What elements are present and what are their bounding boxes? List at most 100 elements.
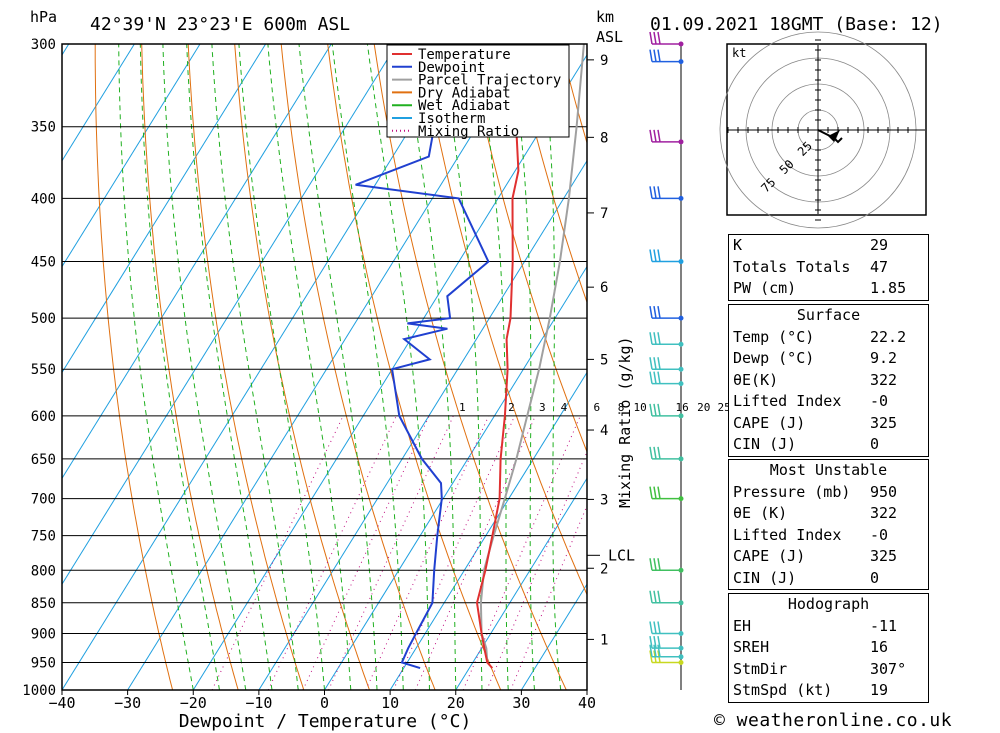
mu-lifted-index: Lifted Index -0 (733, 525, 889, 544)
barb-feather (657, 590, 661, 603)
km-tick-label: 2 (600, 561, 608, 577)
barb-feather (657, 357, 661, 370)
pressure-tick-label: 550 (31, 362, 56, 378)
barb-feather (649, 558, 653, 571)
mu-cape: CAPE (J) 325 (733, 547, 898, 565)
wet-adiabat-line (331, 44, 404, 690)
barb-feather (653, 636, 657, 649)
mixing-ratio-line (365, 415, 490, 690)
km-tick-label: 1 (600, 632, 608, 648)
pressure-tick-label: 450 (31, 255, 56, 271)
barb-feather (657, 249, 661, 262)
mixing-ratio-label: 2 (508, 401, 515, 414)
barb-dot (678, 59, 684, 65)
x-tick-label: −10 (245, 694, 272, 712)
mixing-ratio-label: 6 (593, 401, 600, 414)
wind-barb (649, 249, 684, 265)
most-unstable-title: Most Unstable (769, 461, 888, 479)
lcl-label: LCL (608, 546, 635, 564)
barb-feather (657, 636, 661, 649)
wet-adiabat-line (162, 44, 247, 690)
units-pressure: hPa (30, 8, 57, 26)
isotherm-line (389, 371, 587, 690)
x-tick-label: 0 (320, 694, 329, 712)
isotherm-line (62, 44, 267, 374)
barb-feather (657, 129, 661, 142)
barb-dot (678, 496, 684, 502)
pressure-tick-label: 800 (31, 563, 56, 579)
legend-label: Wet Adiabat (418, 98, 511, 114)
pressure-tick-label: 1000 (22, 683, 56, 699)
wind-barb (649, 31, 684, 47)
wet-adiabat-line (298, 44, 378, 690)
location-title: 42°39'N 23°23'E 600m ASL (90, 14, 350, 35)
barb-feather (653, 49, 657, 62)
barb-feather (657, 644, 661, 657)
mixing-ratio-label: 25 (717, 401, 730, 414)
hodo-eh: EH -11 (733, 616, 898, 635)
dry-adiabat-line (466, 44, 587, 454)
barb-dot (678, 659, 684, 665)
wind-barb (649, 403, 684, 419)
wet-adiabat-line (403, 44, 457, 690)
hodograph-params-panel: Hodograph EH -11 SREH 16 StmDir 307° StmSpd… (728, 593, 929, 703)
barb-feather (657, 621, 661, 634)
legend-label: Parcel Trajectory (418, 73, 561, 89)
most-unstable-panel: Most Unstable Pressure (mb) 950 θE (K) 322… (728, 459, 929, 590)
barb-feather (653, 644, 657, 657)
mixing-ratio-line (267, 415, 397, 690)
wet-adiabat-line (186, 44, 273, 690)
isotherm-line (62, 44, 135, 162)
barb-feather (649, 371, 653, 384)
wind-barb (649, 621, 684, 636)
km-tick-label: 5 (600, 352, 608, 368)
barb-feather (653, 305, 657, 319)
wind-barb (649, 357, 684, 372)
mixing-ratio-label: 8 (618, 401, 625, 414)
barb-feather (649, 186, 653, 199)
barb-feather (653, 357, 657, 370)
legend-label: Dewpoint (418, 60, 485, 76)
barb-feather (649, 621, 653, 634)
wind-barbs (649, 31, 684, 690)
mixing-ratio-label: 10 (633, 401, 646, 414)
barb-feather (653, 371, 657, 384)
mixing-ratio-line (328, 415, 454, 690)
hodo-sreh: SREH 16 (733, 638, 889, 656)
barb-dot (678, 413, 684, 419)
index-k: K 29 (733, 236, 889, 254)
dry-adiabat-line (970, 26, 1000, 690)
storm-motion-marker (828, 130, 840, 142)
barb-feather (657, 31, 661, 45)
barb-dot (678, 654, 684, 660)
x-tick-label: −40 (48, 694, 75, 712)
surface-dewp: Dewp (°C) 9.2 (733, 349, 898, 367)
mixing-ratio-label: 16 (675, 401, 688, 414)
hodograph-unit: kt (732, 46, 746, 60)
barb-feather (653, 621, 657, 634)
pressure-tick-label: 300 (31, 37, 56, 53)
wet-adiabat-line (476, 44, 509, 690)
legend-label: Temperature (418, 47, 511, 63)
wind-barb (649, 371, 684, 387)
mixing-ratio-label: 1 (459, 401, 466, 414)
barb-dot (678, 366, 684, 372)
wind-barb (649, 636, 684, 651)
mixing-ratio-line (462, 415, 581, 690)
wind-barb (649, 558, 684, 573)
wind-barb (649, 486, 684, 502)
barb-dot (678, 645, 684, 651)
wind-barb (649, 305, 684, 321)
surface-panel: Surface Temp (°C) 22.2 Dewp (°C) 9.2 θE(K)… (728, 304, 929, 457)
mixing-ratio-label: 20 (697, 401, 710, 414)
isotherm-line (324, 265, 587, 690)
background-lines (62, 26, 1000, 690)
wind-barb (649, 186, 684, 201)
barb-dot (678, 456, 684, 462)
index-pw: PW (cm) 1.85 (733, 279, 907, 297)
surface-title: Surface (796, 306, 861, 324)
units-km: km (596, 8, 614, 26)
km-tick-label: 4 (600, 423, 608, 439)
barb-dot (678, 567, 684, 573)
